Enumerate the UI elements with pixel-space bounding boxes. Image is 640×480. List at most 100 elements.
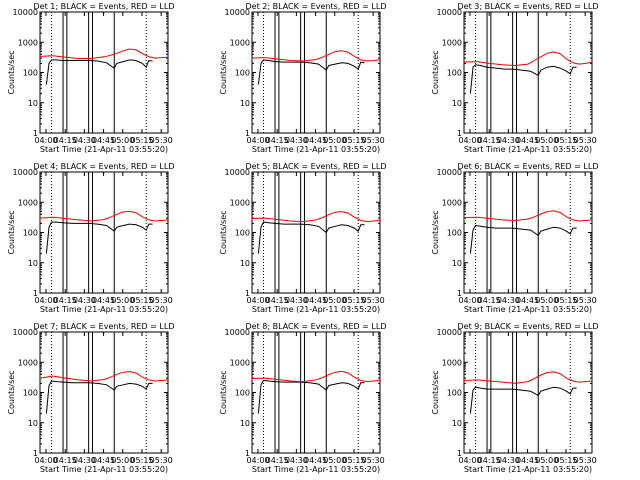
y-tick-label: 10 [452, 419, 462, 428]
x-tick-label: 05:15 [130, 456, 153, 465]
x-tick-label: 05:15 [130, 136, 153, 145]
x-tick-label: 04:30 [285, 296, 308, 305]
x-tick-label: 05:15 [342, 296, 365, 305]
y-tick-label: 1 [457, 289, 462, 298]
plot-frame [39, 171, 169, 294]
y-tick-label: 1000 [442, 358, 462, 367]
series-line-lld [251, 50, 381, 62]
y-tick-label: 10000 [437, 328, 462, 337]
x-tick-label: 04:15 [266, 456, 289, 465]
y-axis-label: Counts/sec [219, 50, 228, 94]
series-line-lld [39, 371, 169, 382]
x-axis-label: Start Time (21-Apr-11 03:55:20) [464, 465, 592, 474]
y-axis-label: Counts/sec [431, 210, 440, 254]
y-tick-label: 1000 [442, 38, 462, 47]
y-tick-label: 10000 [437, 8, 462, 17]
x-tick-label: 05:30 [150, 456, 173, 465]
y-tick-label: 100 [447, 229, 462, 238]
y-tick-label: 10 [28, 259, 38, 268]
chart-title: Det 7; BLACK = Events, RED = LLD [34, 322, 175, 331]
x-tick-label: 04:00 [246, 136, 269, 145]
y-tick-label: 1 [33, 289, 38, 298]
x-axis-label: Start Time (21-Apr-11 03:55:20) [252, 305, 380, 314]
x-tick-label: 05:00 [111, 456, 134, 465]
y-tick-label: 1 [33, 129, 38, 138]
x-tick-label: 04:00 [458, 136, 481, 145]
x-tick-label: 05:30 [150, 296, 173, 305]
x-tick-label: 04:45 [304, 296, 327, 305]
y-axis-label: Counts/sec [431, 370, 440, 414]
y-tick-label: 100 [447, 389, 462, 398]
chart-title: Det 1; BLACK = Events, RED = LLD [34, 2, 175, 11]
y-tick-label: 1000 [18, 38, 38, 47]
y-tick-label: 1000 [442, 198, 462, 207]
y-tick-label: 10 [452, 259, 462, 268]
chart-title: Det 3; BLACK = Events, RED = LLD [458, 2, 599, 11]
y-tick-label: 1000 [18, 358, 38, 367]
x-tick-label: 04:30 [285, 456, 308, 465]
y-tick-label: 100 [23, 389, 38, 398]
y-tick-label: 1 [457, 449, 462, 458]
y-tick-label: 1000 [230, 198, 250, 207]
series-line-lld [463, 371, 593, 384]
x-tick-label: 04:15 [54, 296, 77, 305]
y-tick-label: 10000 [225, 168, 250, 177]
y-axis-label: Counts/sec [219, 210, 228, 254]
x-tick-label: 04:45 [92, 296, 115, 305]
x-tick-label: 04:15 [54, 456, 77, 465]
chart-panel-5: Det 5; BLACK = Events, RED = LLD 1 10 100 10… [219, 162, 386, 314]
chart-panel-1: Det 1; BLACK = Events, RED = LLD 1 10 100 10… [7, 2, 174, 154]
x-tick-label: 05:30 [362, 456, 385, 465]
y-tick-label: 10000 [13, 328, 38, 337]
chart-title: Det 8; BLACK = Events, RED = LLD [246, 322, 387, 331]
x-tick-label: 04:30 [497, 136, 520, 145]
x-tick-label: 04:00 [458, 296, 481, 305]
x-tick-label: 05:30 [150, 136, 173, 145]
plot-frame [251, 11, 381, 134]
y-tick-label: 1 [33, 449, 38, 458]
series-line-lld [251, 370, 381, 383]
series-line-events [469, 224, 577, 254]
y-tick-label: 1 [245, 449, 250, 458]
y-tick-label: 100 [447, 69, 462, 78]
x-tick-label: 04:30 [73, 456, 96, 465]
chart-title: Det 5; BLACK = Events, RED = LLD [246, 162, 387, 171]
series-line-lld [39, 210, 169, 222]
x-tick-label: 04:30 [497, 296, 520, 305]
x-tick-label: 04:15 [478, 136, 501, 145]
x-tick-label: 05:15 [554, 136, 577, 145]
x-tick-label: 05:00 [323, 136, 346, 145]
x-tick-label: 04:15 [54, 136, 77, 145]
y-tick-label: 10 [28, 99, 38, 108]
series-line-events [257, 221, 365, 254]
series-line-events [45, 380, 153, 414]
x-tick-label: 04:30 [497, 456, 520, 465]
x-axis-label: Start Time (21-Apr-11 03:55:20) [40, 465, 168, 474]
x-tick-label: 05:00 [535, 136, 558, 145]
x-tick-label: 05:00 [111, 136, 134, 145]
x-axis-label: Start Time (21-Apr-11 03:55:20) [40, 145, 168, 154]
y-tick-label: 1000 [230, 38, 250, 47]
series-line-lld [463, 51, 593, 67]
y-tick-label: 100 [235, 69, 250, 78]
x-tick-label: 05:00 [323, 456, 346, 465]
x-tick-label: 04:00 [458, 456, 481, 465]
plot-frame [39, 11, 169, 134]
x-tick-label: 05:30 [574, 136, 597, 145]
x-tick-label: 04:45 [304, 136, 327, 145]
x-tick-label: 04:00 [34, 456, 57, 465]
y-axis-label: Counts/sec [219, 370, 228, 414]
plot-frame [251, 171, 381, 294]
x-tick-label: 04:45 [516, 136, 539, 145]
y-axis-label: Counts/sec [7, 210, 16, 254]
chart-panel-4: Det 4; BLACK = Events, RED = LLD 1 10 100 10… [7, 162, 174, 314]
x-tick-label: 04:15 [266, 136, 289, 145]
chart-panel-3: Det 3; BLACK = Events, RED = LLD 1 10 100 10… [431, 2, 598, 154]
x-tick-label: 05:00 [535, 456, 558, 465]
x-axis-label: Start Time (21-Apr-11 03:55:20) [464, 305, 592, 314]
plot-frame [463, 171, 593, 294]
y-tick-label: 10000 [437, 168, 462, 177]
x-tick-label: 04:45 [516, 456, 539, 465]
y-tick-label: 100 [23, 229, 38, 238]
